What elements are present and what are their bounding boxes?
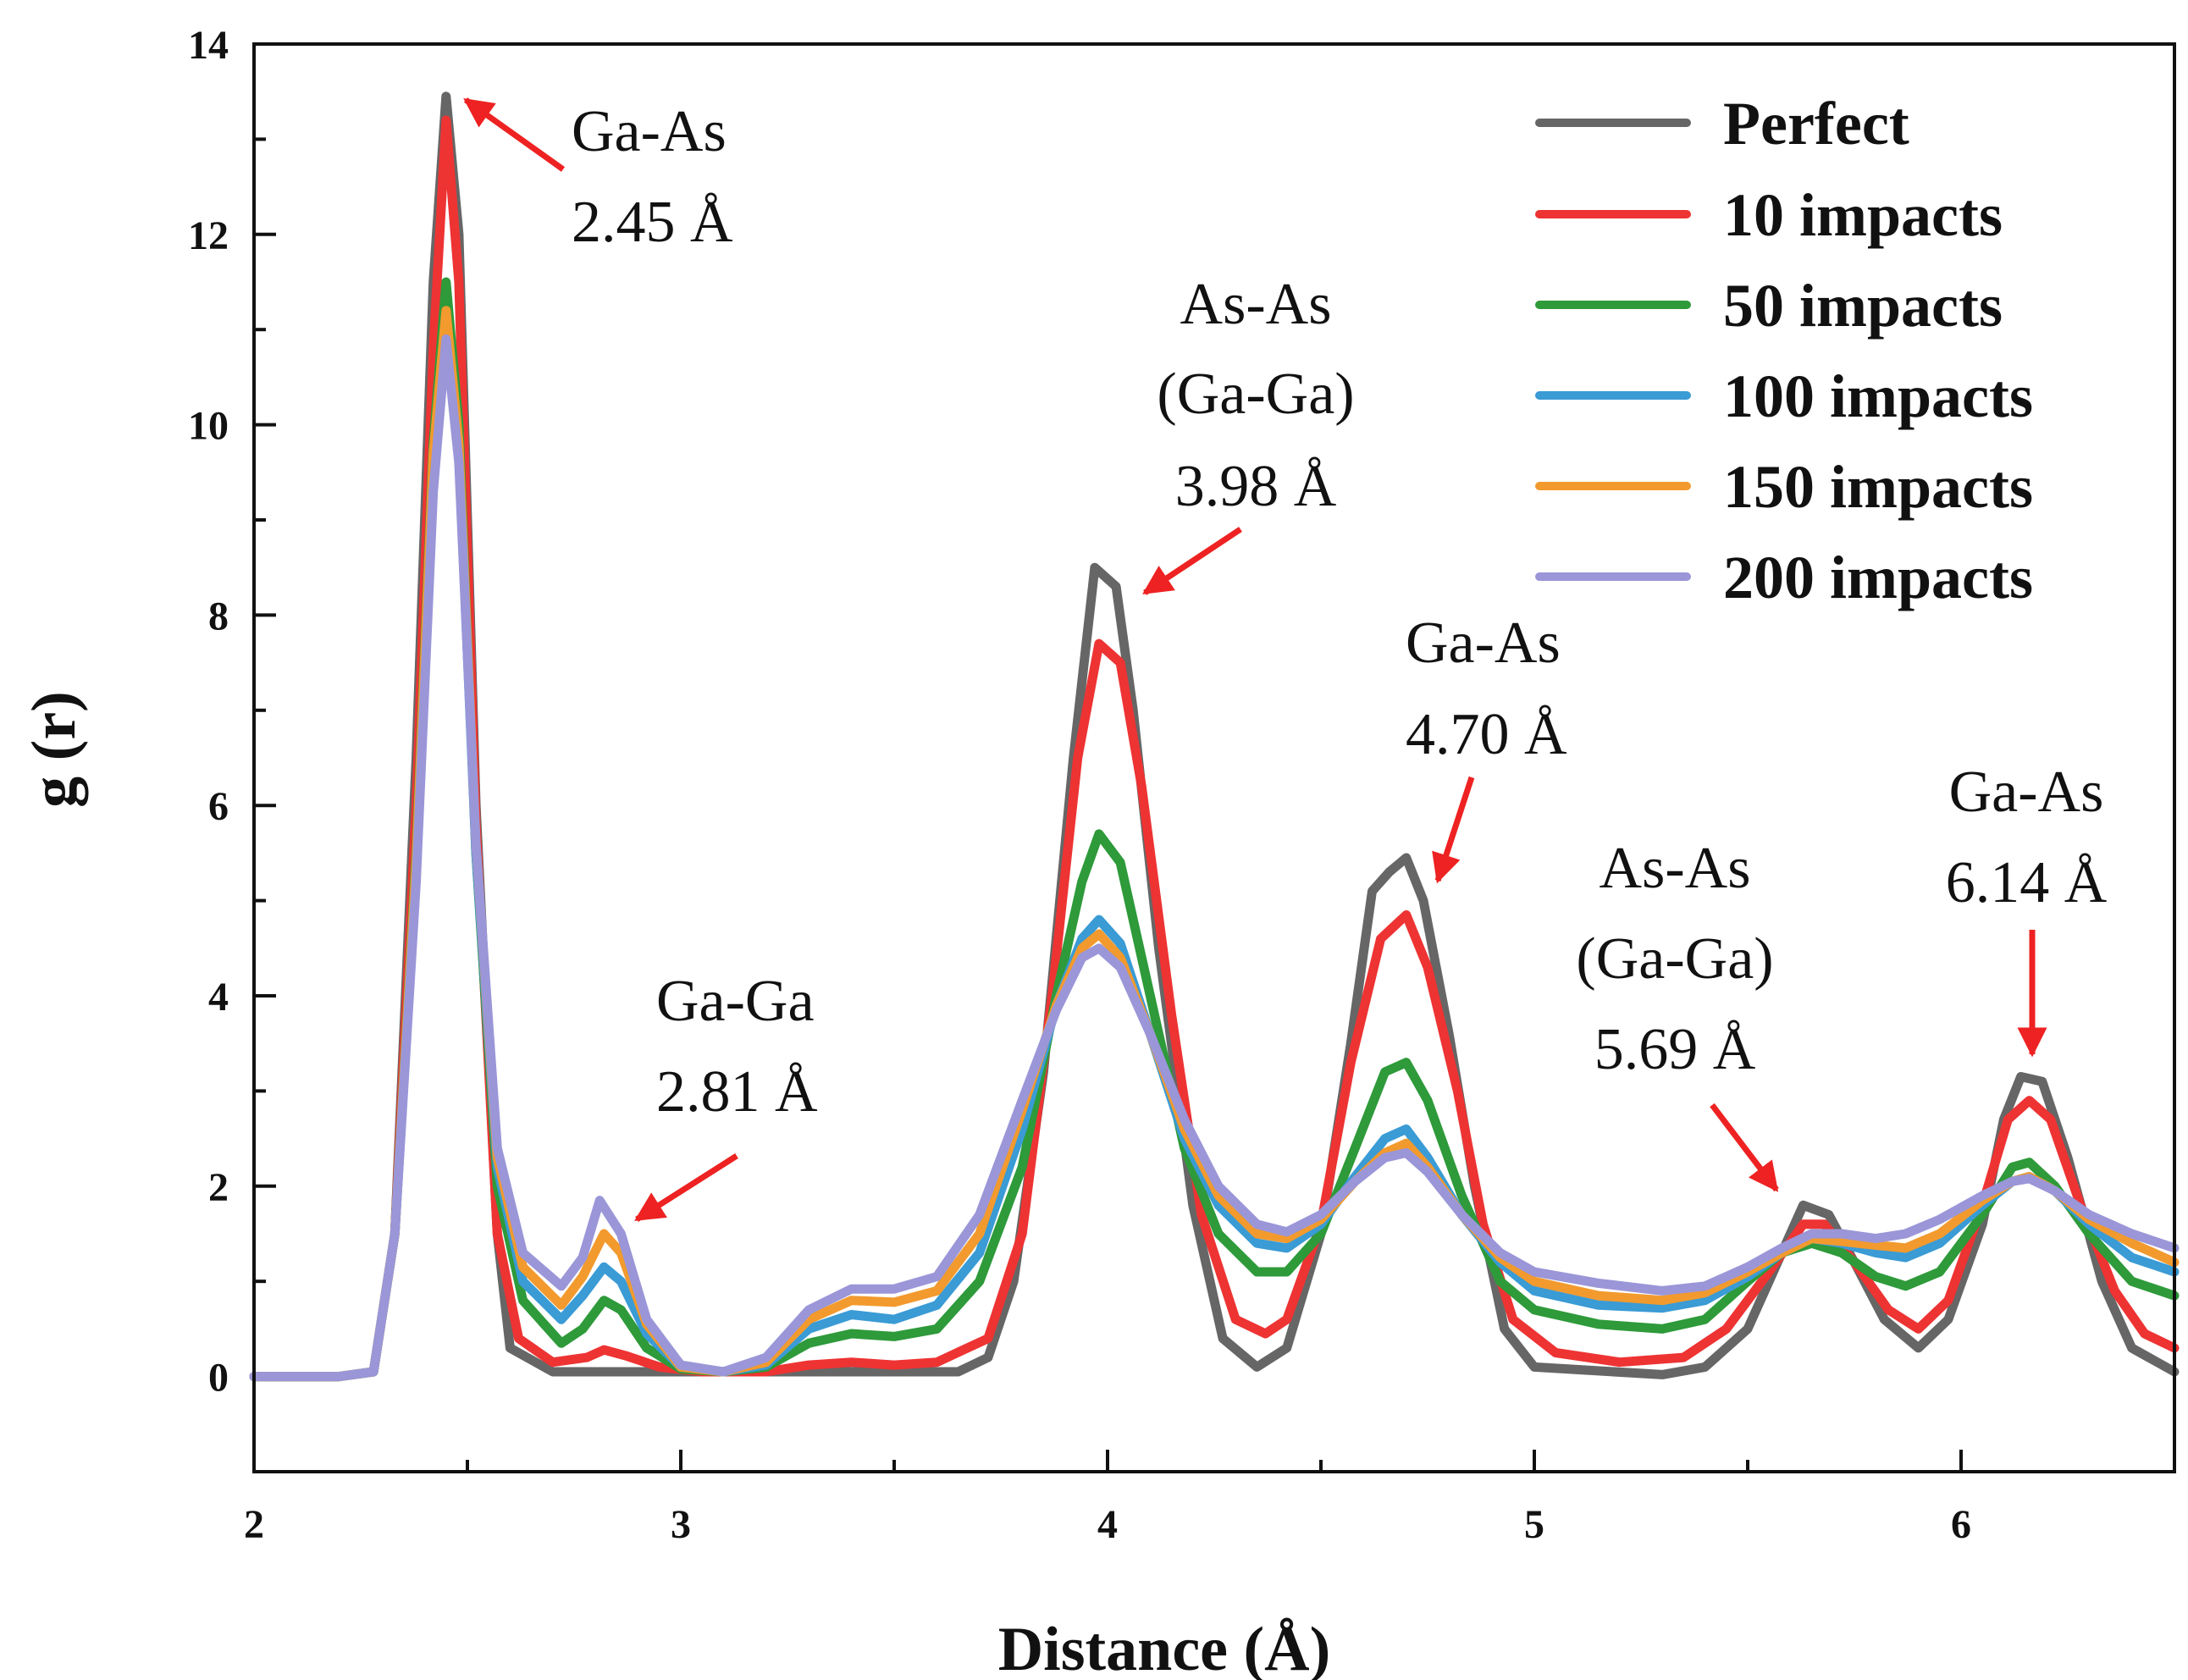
annotation-ga-as-2-value: 4.70 Å [1406, 702, 1567, 767]
annotation-ga-as-3-value: 6.14 Å [1946, 850, 2108, 915]
axes-layer: 2 3 4 5 6 0 2 4 6 8 10 12 14 [188, 23, 1971, 1547]
annotation-ga-as-1-arrow [463, 97, 566, 172]
series-line-50-impacts [249, 277, 2180, 1382]
y-tick-label: 0 [208, 1356, 229, 1401]
x-tick-label: 6 [1951, 1502, 1971, 1547]
x-tick-label: 2 [244, 1502, 264, 1547]
series-line-10-impacts [249, 115, 2180, 1382]
annotation-ga-as-1-label: Ga-As [572, 99, 727, 164]
legend-label-150-impacts: 150 impacts [1723, 453, 2033, 521]
plot-frame [252, 42, 2176, 1473]
series-line-200-impacts [249, 334, 2180, 1382]
annotation-ga-ga-value: 2.81 Å [656, 1059, 818, 1125]
annotation-as-as-1-value: 3.98 Å [1175, 454, 1337, 519]
annotation-as-as-1-arrow [1142, 527, 1242, 595]
annotation-ga-as-1-value: 2.45 Å [572, 190, 733, 255]
peak-annotations: Ga-As 2.45 Å Ga-Ga 2.81 Å As-As (Ga-Ga) … [463, 97, 2108, 1222]
annotation-as-as-1-sublabel: (Ga-Ga) [1157, 362, 1354, 427]
y-tick-label: 8 [208, 594, 229, 638]
x-axis-title: Distance (Å) [998, 1615, 1331, 1680]
y-tick-label: 14 [188, 23, 229, 68]
legend: Perfect 10 impacts 50 impacts 100 impact… [1535, 90, 2033, 611]
legend-label-10-impacts: 10 impacts [1723, 181, 2003, 249]
annotation-ga-ga-arrow [634, 1153, 738, 1222]
legend-label-50-impacts: 50 impacts [1723, 272, 2003, 340]
annotation-as-as-2-label: As-As [1600, 836, 1751, 901]
y-tick-label: 2 [208, 1165, 229, 1210]
x-tick-label: 3 [671, 1502, 691, 1547]
y-tick-label: 6 [208, 784, 229, 829]
legend-label-100-impacts: 100 impacts [1723, 362, 2033, 430]
annotation-ga-as-3-label: Ga-As [1949, 760, 2104, 825]
y-tick-label: 10 [188, 404, 229, 449]
annotation-ga-as-2-label: Ga-As [1406, 611, 1561, 676]
y-tick-label: 4 [208, 975, 229, 1020]
legend-label-200-impacts: 200 impacts [1723, 544, 2033, 611]
annotation-as-as-2-value: 5.69 Å [1594, 1017, 1756, 1082]
legend-label-perfect: Perfect [1723, 90, 1909, 158]
annotation-ga-ga-label: Ga-Ga [656, 969, 815, 1034]
x-tick-label: 5 [1524, 1502, 1544, 1547]
annotation-as-as-2-sublabel: (Ga-Ga) [1576, 926, 1773, 992]
y-tick-label: 12 [188, 213, 229, 258]
x-tick-label: 4 [1097, 1502, 1118, 1547]
y-axis-title: g (r) [19, 691, 89, 808]
annotation-as-as-1-label: As-As [1180, 272, 1332, 337]
annotation-as-as-2-arrow [1710, 1102, 1779, 1192]
annotation-ga-as-2-arrow [1432, 776, 1475, 884]
series-layer [249, 91, 2180, 1382]
